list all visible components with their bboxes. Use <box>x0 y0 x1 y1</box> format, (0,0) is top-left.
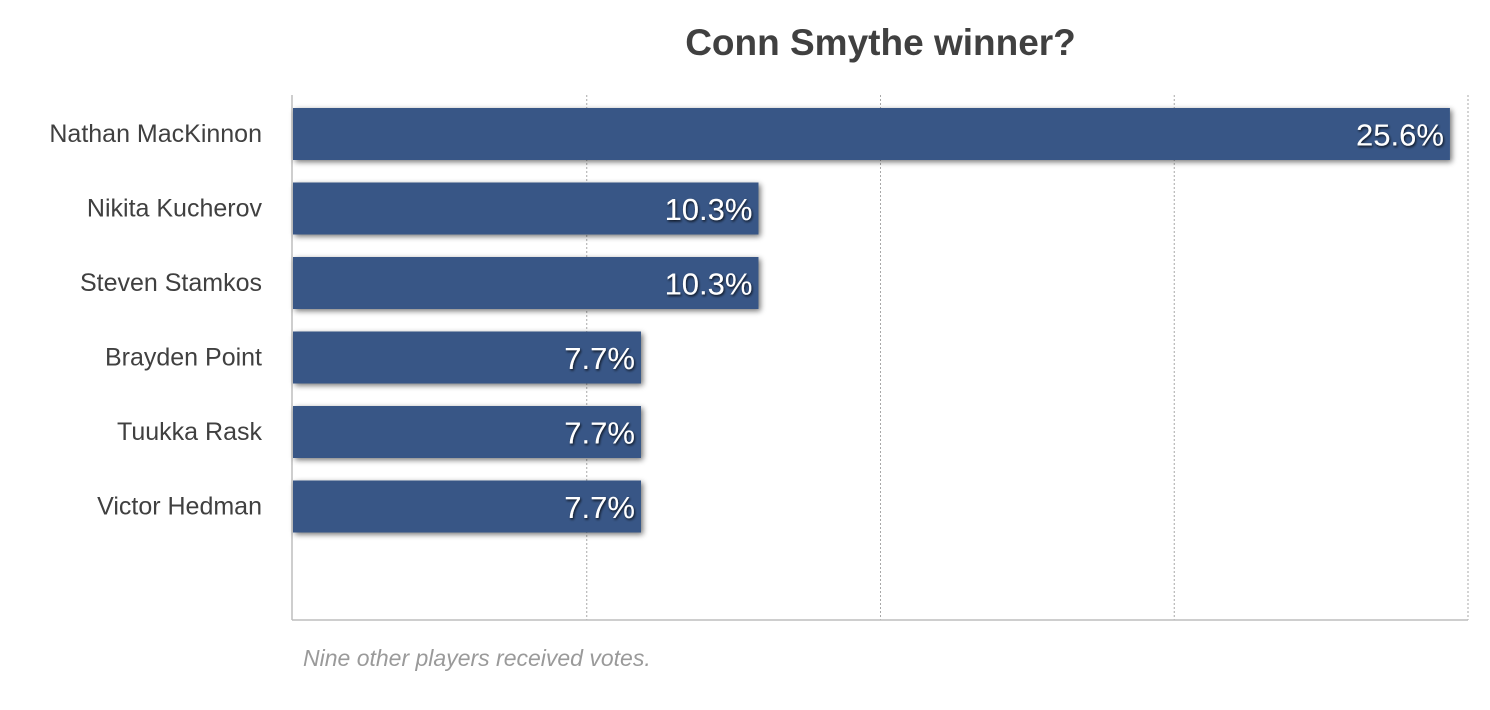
category-label-1: Nikita Kucherov <box>87 195 263 223</box>
value-label-5: 7.7% <box>564 490 635 525</box>
value-label-2: 10.3% <box>665 267 753 302</box>
bar-1 <box>293 182 759 235</box>
value-label-0: 25.6% <box>1356 118 1444 153</box>
category-label-3: Brayden Point <box>105 344 262 372</box>
value-labels: 25.6% 10.3% 10.3% 7.7% 7.7% 7.7% <box>564 118 1444 526</box>
category-labels: Nathan MacKinnon Nikita Kucherov Steven St… <box>49 120 262 521</box>
category-label-4: Tuukka Rask <box>117 418 262 446</box>
bars <box>293 108 1450 533</box>
bar-2 <box>293 257 759 309</box>
category-label-2: Steven Stamkos <box>80 269 262 297</box>
value-label-1: 10.3% <box>665 192 753 227</box>
bar-5 <box>293 480 641 533</box>
chart-title: Conn Smythe winner? <box>685 22 1076 63</box>
x-gridlines <box>586 95 1469 620</box>
value-label-3: 7.7% <box>564 341 635 376</box>
category-label-5: Victor Hedman <box>97 493 262 521</box>
chart-note: Nine other players received votes. <box>303 645 651 671</box>
axes <box>291 95 1468 621</box>
bar-4 <box>293 406 641 458</box>
category-label-0: Nathan MacKinnon <box>49 120 262 148</box>
bar-0 <box>293 108 1450 160</box>
bar-3 <box>293 331 641 384</box>
value-label-4: 7.7% <box>564 416 635 451</box>
